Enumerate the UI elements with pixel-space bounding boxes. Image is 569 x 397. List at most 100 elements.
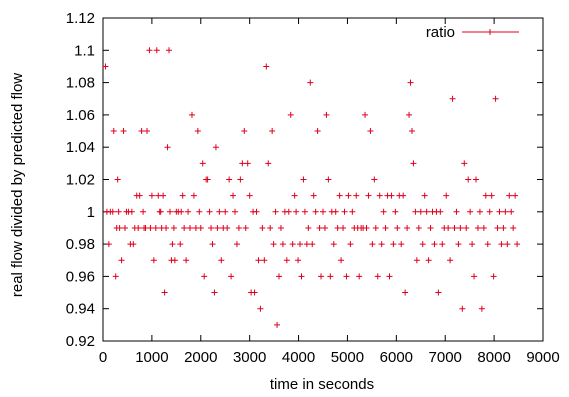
- data-point: [178, 208, 185, 215]
- data-point: [421, 192, 428, 199]
- data-point: [114, 176, 121, 183]
- data-point: [408, 128, 415, 135]
- data-point: [305, 224, 312, 231]
- data-points: [102, 47, 521, 328]
- data-point: [153, 47, 160, 54]
- x-tick-label: 3000: [233, 349, 266, 366]
- data-point: [419, 241, 426, 248]
- data-point: [242, 224, 249, 231]
- data-point: [232, 208, 238, 215]
- data-point: [298, 273, 305, 280]
- data-point: [332, 208, 339, 215]
- data-point: [135, 224, 142, 231]
- data-point: [382, 224, 389, 231]
- data-point: [199, 160, 206, 167]
- data-point: [320, 208, 326, 215]
- data-point: [321, 224, 328, 231]
- data-point: [318, 273, 325, 280]
- y-tick-label: 1: [87, 204, 95, 221]
- data-point: [439, 241, 446, 248]
- data-point: [136, 192, 143, 199]
- data-point: [512, 192, 519, 199]
- data-point: [386, 273, 393, 280]
- x-tick-label: 5000: [331, 349, 364, 366]
- data-point: [190, 192, 197, 199]
- data-point: [239, 160, 246, 167]
- data-point: [307, 79, 314, 86]
- data-point: [390, 241, 397, 248]
- data-point: [177, 241, 184, 248]
- data-point: [163, 224, 170, 231]
- data-point: [293, 208, 300, 215]
- data-point: [120, 128, 127, 135]
- data-point: [300, 176, 307, 183]
- data-point: [214, 224, 221, 231]
- data-point: [269, 128, 276, 135]
- data-point: [218, 257, 225, 264]
- data-point: [244, 160, 251, 167]
- data-point: [166, 47, 172, 54]
- data-point: [510, 224, 517, 231]
- data-point: [188, 111, 195, 118]
- data-point: [353, 192, 360, 199]
- data-point: [451, 224, 458, 231]
- data-point: [415, 224, 422, 231]
- data-point: [226, 176, 233, 183]
- legend: ratio: [426, 24, 519, 41]
- data-point: [265, 160, 272, 167]
- data-point: [347, 241, 354, 248]
- data-point: [480, 224, 487, 231]
- data-point: [314, 128, 321, 135]
- data-point: [194, 128, 201, 135]
- data-point: [474, 224, 481, 231]
- data-point: [443, 192, 450, 199]
- data-point: [212, 144, 219, 151]
- data-point: [410, 160, 417, 167]
- data-point: [469, 241, 476, 248]
- data-point: [181, 224, 188, 231]
- data-point: [261, 257, 268, 264]
- data-point: [488, 192, 495, 199]
- data-point: [500, 224, 507, 231]
- data-point: [340, 224, 347, 231]
- data-point: [449, 95, 456, 102]
- data-point: [257, 305, 264, 312]
- data-point: [206, 208, 213, 215]
- data-point: [161, 289, 168, 296]
- data-point: [349, 208, 356, 215]
- x-tick-label: 1000: [135, 349, 168, 366]
- data-point: [228, 273, 235, 280]
- data-point: [435, 289, 442, 296]
- data-point: [276, 273, 282, 280]
- data-point: [251, 289, 258, 296]
- data-point: [363, 224, 370, 231]
- data-point: [413, 257, 420, 264]
- data-point: [110, 128, 117, 135]
- data-point: [187, 224, 194, 231]
- y-axis-title: real flow divided by predicted flow: [9, 73, 26, 297]
- data-point: [208, 224, 215, 231]
- data-point: [431, 241, 438, 248]
- data-point: [490, 273, 497, 280]
- data-point: [241, 128, 248, 135]
- data-point: [216, 208, 223, 215]
- data-point: [122, 224, 128, 231]
- data-point: [471, 273, 478, 280]
- data-point: [272, 208, 279, 215]
- data-point: [463, 224, 470, 231]
- data-point: [508, 208, 515, 215]
- data-point: [455, 241, 462, 248]
- data-point: [506, 192, 513, 199]
- data-point: [147, 224, 154, 231]
- data-point: [482, 192, 489, 199]
- data-point: [160, 192, 167, 199]
- x-axis-title: time in seconds: [270, 376, 374, 393]
- data-point: [367, 128, 374, 135]
- data-point: [289, 241, 296, 248]
- data-point: [394, 224, 401, 231]
- y-tick-label: 0.92: [66, 333, 95, 350]
- y-tick-label: 1.12: [66, 10, 95, 27]
- data-point: [115, 208, 122, 215]
- data-point: [222, 208, 229, 215]
- data-point: [224, 224, 231, 231]
